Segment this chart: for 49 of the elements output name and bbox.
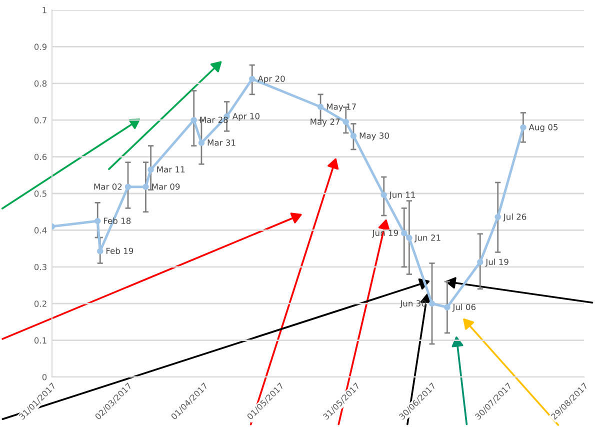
- y-tick-label: 0: [42, 374, 47, 380]
- annotation: May 30: [360, 132, 389, 140]
- point: [124, 184, 132, 190]
- annotation: Apr 10: [232, 113, 260, 121]
- point: [444, 304, 450, 310]
- point: [380, 192, 387, 198]
- annotation: Mar 11: [157, 166, 185, 173]
- point: [198, 140, 205, 146]
- annotation: Mar 09: [152, 183, 180, 190]
- y-tick-label: 0.9: [34, 44, 47, 50]
- y-tick-label: 0.6: [34, 154, 47, 160]
- y-tick-label: 0.8: [34, 80, 47, 87]
- point: [350, 132, 357, 140]
- point: [428, 300, 436, 307]
- y-tick-label: 0.3: [34, 264, 46, 270]
- annotation: May 17: [326, 104, 356, 112]
- annotation: Apr 20: [258, 76, 285, 84]
- y-tick-label: 0.2: [34, 300, 46, 307]
- point: [190, 116, 197, 124]
- point: [401, 230, 408, 236]
- annotation: Mar 28: [200, 116, 228, 123]
- point: [97, 248, 104, 254]
- annotation: Mar 02: [94, 183, 122, 190]
- annotation: Jul 26: [502, 213, 526, 222]
- point: [406, 234, 412, 242]
- annotation: Aug 05: [528, 124, 558, 132]
- y-tick-label: 0.7: [34, 117, 46, 124]
- y-tick-label: 0.5: [34, 190, 46, 197]
- point: [94, 218, 101, 224]
- annotation: Feb 19: [106, 248, 134, 254]
- point: [477, 259, 484, 266]
- annotation: Jul 19: [485, 258, 508, 267]
- y-tick-label: 0.4: [34, 227, 47, 234]
- y-tick-label: 1: [42, 7, 46, 14]
- annotation: Jun 11: [388, 192, 415, 200]
- point: [148, 166, 154, 173]
- y-tick-label: 0.1: [34, 337, 46, 344]
- point: [249, 76, 256, 82]
- point: [342, 118, 349, 126]
- annotation: Jun 30: [400, 300, 426, 308]
- point: [317, 104, 324, 110]
- annotation: Mar 31: [208, 139, 236, 146]
- point: [142, 184, 149, 190]
- annotation: Jun 21: [414, 234, 440, 242]
- annotation: Feb 18: [104, 217, 131, 224]
- point: [520, 124, 526, 131]
- annotation: Jul 06: [452, 304, 476, 312]
- point: [494, 214, 501, 220]
- annotation: May 27: [310, 118, 340, 126]
